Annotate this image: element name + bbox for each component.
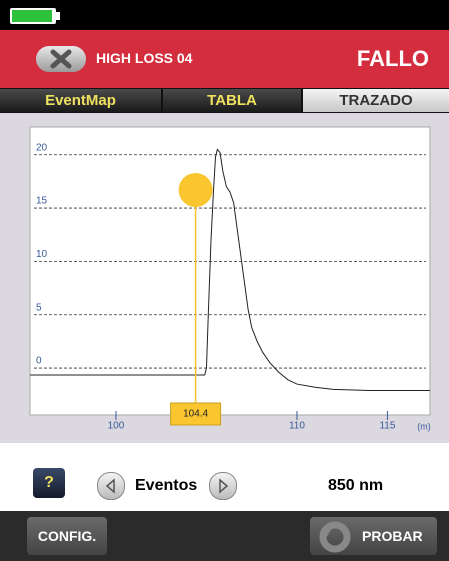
x-axis-label: (m) bbox=[417, 421, 431, 431]
y-tick-label: 10 bbox=[36, 249, 48, 260]
events-label: Eventos bbox=[135, 477, 198, 494]
header: HIGH LOSS 04 FALLO bbox=[0, 30, 449, 88]
header-status: FALLO bbox=[356, 46, 429, 71]
test-button[interactable]: PROBAR bbox=[310, 517, 437, 555]
help-button[interactable]: ? bbox=[33, 468, 65, 498]
tab[interactable]: TRAZADO bbox=[303, 89, 449, 112]
chart: 0 5 10 15 20 100 110 115 (m) 104.4 bbox=[0, 113, 449, 443]
plot-area bbox=[29, 126, 431, 416]
battery-icon bbox=[10, 8, 60, 24]
wavelength: 850 nm bbox=[328, 477, 384, 494]
config-button[interactable]: CONFIG. bbox=[27, 517, 107, 555]
prev-event-button[interactable] bbox=[97, 472, 125, 500]
x-tick-label: 110 bbox=[289, 421, 305, 432]
test-label: PROBAR bbox=[362, 528, 423, 544]
status-bar bbox=[0, 0, 449, 30]
cursor-handle bbox=[178, 173, 213, 207]
close-button[interactable] bbox=[36, 46, 86, 72]
bottom-bar: CONFIG. PROBAR bbox=[0, 511, 449, 561]
x-tick-label: 100 bbox=[108, 421, 125, 432]
x-tick-label: 115 bbox=[379, 421, 395, 432]
cursor-label: 104.4 bbox=[183, 409, 208, 420]
y-tick-label: 15 bbox=[36, 196, 48, 207]
y-tick-label: 5 bbox=[36, 302, 42, 313]
tab[interactable]: EventMap bbox=[0, 89, 161, 112]
cursor-label-box bbox=[170, 402, 222, 426]
tab-bar: EventMap TABLA TRAZADO bbox=[0, 88, 449, 113]
header-title: HIGH LOSS 04 bbox=[96, 50, 193, 66]
tab[interactable]: TABLA bbox=[163, 89, 301, 112]
y-tick-label: 20 bbox=[36, 142, 48, 153]
trace bbox=[30, 148, 430, 391]
y-tick-label: 0 bbox=[36, 356, 42, 367]
next-event-button[interactable] bbox=[209, 472, 237, 500]
